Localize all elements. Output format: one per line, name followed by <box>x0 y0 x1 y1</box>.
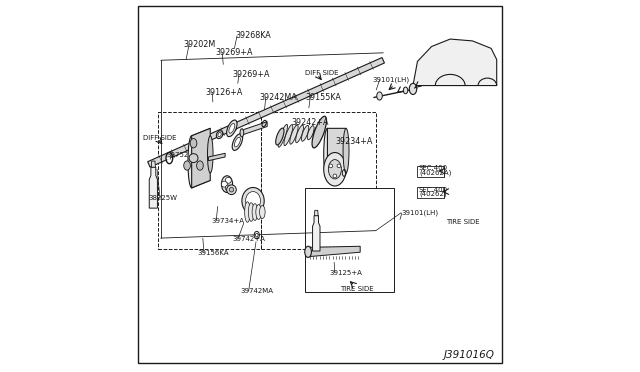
Polygon shape <box>312 216 320 251</box>
Ellipse shape <box>196 161 204 170</box>
Polygon shape <box>413 39 497 86</box>
Ellipse shape <box>184 161 191 170</box>
Circle shape <box>333 174 337 178</box>
Ellipse shape <box>227 120 237 137</box>
Text: (40262): (40262) <box>419 191 447 198</box>
Ellipse shape <box>252 203 258 220</box>
Ellipse shape <box>377 92 382 100</box>
Text: 39101(LH): 39101(LH) <box>402 209 439 216</box>
Circle shape <box>225 185 231 191</box>
Ellipse shape <box>307 126 314 140</box>
Bar <box>305 188 394 292</box>
Text: DIFF SIDE: DIFF SIDE <box>305 70 339 76</box>
Polygon shape <box>308 246 360 257</box>
Text: 39268KA: 39268KA <box>235 31 271 40</box>
Ellipse shape <box>305 246 312 257</box>
Text: 39155KA: 39155KA <box>305 93 341 102</box>
Text: 39752: 39752 <box>167 152 189 158</box>
Ellipse shape <box>246 192 260 210</box>
Circle shape <box>329 164 333 168</box>
Ellipse shape <box>256 205 261 219</box>
Ellipse shape <box>313 126 319 138</box>
Text: (40262A): (40262A) <box>419 169 451 176</box>
Bar <box>417 187 444 198</box>
Polygon shape <box>191 128 211 188</box>
Circle shape <box>227 185 236 195</box>
Circle shape <box>189 154 198 163</box>
Ellipse shape <box>284 125 293 146</box>
Text: 39269+A: 39269+A <box>232 70 270 79</box>
Bar <box>417 166 444 177</box>
Text: 39742+A: 39742+A <box>232 236 265 242</box>
Circle shape <box>225 177 231 183</box>
Ellipse shape <box>232 134 243 150</box>
Ellipse shape <box>207 136 213 173</box>
Ellipse shape <box>240 129 244 137</box>
Ellipse shape <box>301 125 308 141</box>
Polygon shape <box>328 128 346 180</box>
Circle shape <box>337 164 340 168</box>
Ellipse shape <box>188 136 195 188</box>
Ellipse shape <box>248 203 254 221</box>
Ellipse shape <box>255 233 258 237</box>
Ellipse shape <box>276 128 284 145</box>
Ellipse shape <box>221 176 232 193</box>
Ellipse shape <box>190 138 197 148</box>
Polygon shape <box>242 122 267 135</box>
Circle shape <box>221 181 227 187</box>
Ellipse shape <box>244 202 250 222</box>
Ellipse shape <box>324 153 346 186</box>
Text: J391016Q: J391016Q <box>444 350 494 360</box>
Text: TIRE SIDE: TIRE SIDE <box>340 286 374 292</box>
Ellipse shape <box>410 83 417 94</box>
Text: TIRE SIDE: TIRE SIDE <box>447 219 480 225</box>
Text: 39242MA: 39242MA <box>259 93 297 102</box>
Polygon shape <box>151 161 156 167</box>
Polygon shape <box>149 167 157 208</box>
Circle shape <box>229 187 234 192</box>
Text: 38225W: 38225W <box>148 195 177 201</box>
Text: 39156KA: 39156KA <box>197 250 228 256</box>
Ellipse shape <box>260 205 265 218</box>
Text: 39125+A: 39125+A <box>330 270 362 276</box>
Text: DIFF SIDE: DIFF SIDE <box>143 135 177 141</box>
Text: 39234+A: 39234+A <box>335 137 373 146</box>
Ellipse shape <box>324 128 331 180</box>
Polygon shape <box>209 153 225 161</box>
Ellipse shape <box>278 124 287 147</box>
Ellipse shape <box>290 125 298 144</box>
Text: 39734+A: 39734+A <box>211 218 244 224</box>
Text: SEC.400: SEC.400 <box>419 165 448 171</box>
Text: 39269+A: 39269+A <box>215 48 253 57</box>
Ellipse shape <box>403 87 408 94</box>
Text: 39126+A: 39126+A <box>206 88 243 97</box>
Ellipse shape <box>216 131 223 139</box>
Ellipse shape <box>312 116 326 148</box>
Text: 39742MA: 39742MA <box>241 288 274 294</box>
Polygon shape <box>314 211 318 216</box>
Ellipse shape <box>218 132 221 137</box>
Ellipse shape <box>234 137 241 147</box>
Ellipse shape <box>328 160 341 179</box>
Ellipse shape <box>343 128 349 173</box>
Ellipse shape <box>296 125 303 143</box>
Polygon shape <box>148 58 385 167</box>
Ellipse shape <box>229 124 235 133</box>
Text: SEC.400: SEC.400 <box>419 187 448 193</box>
Text: 39101(LH): 39101(LH) <box>372 76 409 83</box>
Text: 39242+A: 39242+A <box>291 118 328 127</box>
Text: 39202M: 39202M <box>183 40 215 49</box>
Ellipse shape <box>242 187 264 214</box>
